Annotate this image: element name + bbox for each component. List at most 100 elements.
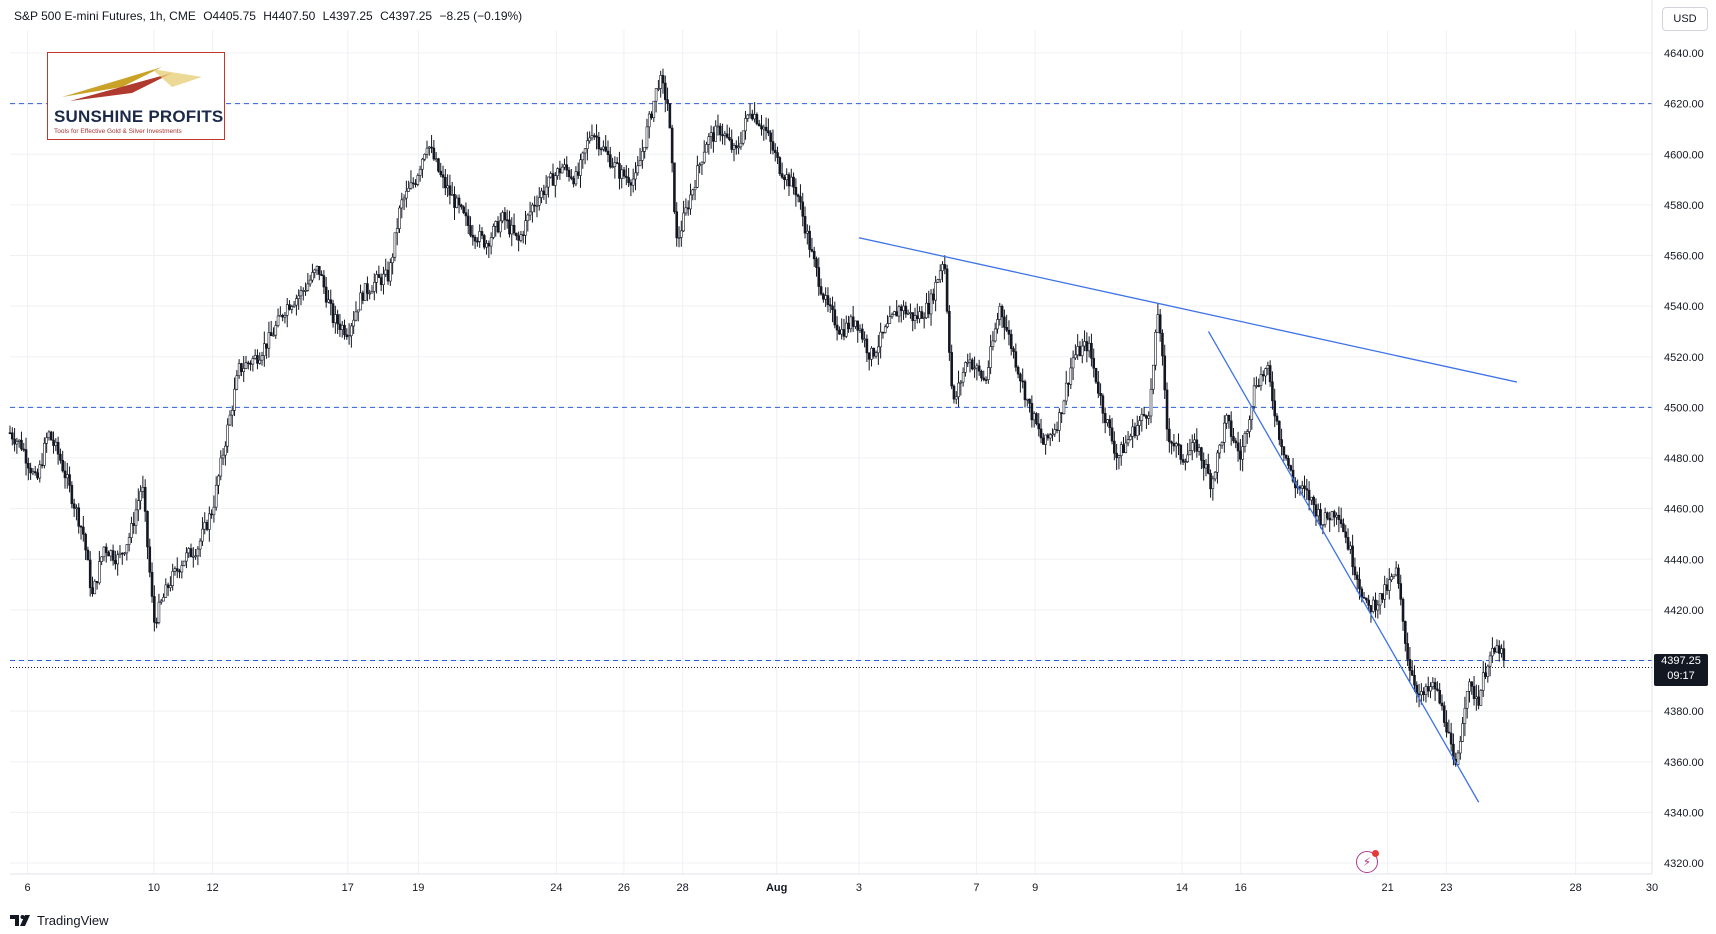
candle-body xyxy=(1060,412,1063,415)
candle-body xyxy=(40,464,44,467)
candle-body xyxy=(398,207,401,229)
tradingview-icon xyxy=(10,915,30,926)
candle-body xyxy=(909,312,912,314)
candle-body xyxy=(56,441,60,455)
candle-body xyxy=(329,299,333,304)
candle-body xyxy=(1035,413,1038,425)
candle-body xyxy=(1282,446,1286,456)
candle-body xyxy=(789,176,793,187)
candle-body xyxy=(583,148,587,154)
candle-body xyxy=(840,329,843,335)
candle-body xyxy=(767,130,770,134)
logo-emblem xyxy=(62,67,202,101)
candle-body xyxy=(1016,366,1020,375)
candle-body xyxy=(918,311,921,319)
logo-tagline: Tools for Effective Gold & Silver Invest… xyxy=(54,128,182,135)
candle-body xyxy=(1156,314,1160,333)
candle-body xyxy=(263,343,266,357)
candle-body xyxy=(1433,682,1437,690)
candle-body xyxy=(844,322,848,337)
candle-body xyxy=(785,174,789,181)
candle-body xyxy=(1399,583,1403,600)
candle-body xyxy=(558,168,562,174)
candle-body xyxy=(861,328,864,340)
candle-body xyxy=(24,449,28,464)
symbol-title[interactable]: S&P 500 E-mini Futures, 1h, CME xyxy=(14,9,196,23)
candle-body xyxy=(242,368,245,372)
candle-body xyxy=(698,164,701,167)
candle-body xyxy=(570,176,573,179)
candle-body xyxy=(675,211,679,239)
candle-body xyxy=(817,267,821,287)
candle-body xyxy=(1376,604,1380,611)
x-tick-label: 6 xyxy=(25,882,31,894)
candle-body xyxy=(1305,488,1309,491)
candle-body xyxy=(938,270,942,280)
candle-body xyxy=(1055,429,1059,431)
candle-body xyxy=(849,316,853,330)
candle-body xyxy=(1484,672,1487,677)
currency-selector[interactable]: USD xyxy=(1662,7,1708,31)
candle-body xyxy=(771,141,775,151)
candle-body xyxy=(372,282,376,292)
candle-body xyxy=(528,211,532,216)
candle-body xyxy=(1174,443,1178,447)
candle-body xyxy=(425,147,429,155)
x-tick-label: 14 xyxy=(1176,882,1188,894)
candle-body xyxy=(666,99,669,104)
candle-body xyxy=(1021,380,1024,383)
x-tick-label: 10 xyxy=(148,882,160,894)
y-tick-label: 4640.00 xyxy=(1664,48,1704,60)
candle-body xyxy=(485,243,488,248)
candle-body xyxy=(968,359,972,363)
candle-body xyxy=(794,186,798,196)
candle-body xyxy=(1339,519,1343,525)
candle-body xyxy=(86,549,90,561)
candle-body xyxy=(1151,364,1155,390)
candle-body xyxy=(863,338,866,341)
candle-body xyxy=(874,352,878,357)
candle-body xyxy=(803,216,807,234)
trendlines xyxy=(858,237,1518,803)
candle-body xyxy=(98,561,101,584)
candle-body xyxy=(36,472,39,479)
candle-body xyxy=(75,507,78,510)
candle-body xyxy=(652,100,656,119)
candle-body xyxy=(246,362,250,365)
candle-body xyxy=(260,355,264,361)
candle-body xyxy=(627,177,630,183)
candle-body xyxy=(1145,415,1148,419)
candle-body xyxy=(68,474,71,486)
candle-body xyxy=(59,453,62,461)
candle-body xyxy=(304,290,307,292)
candle-body xyxy=(1225,414,1228,424)
candle-body xyxy=(714,125,717,142)
candle-body xyxy=(760,125,763,130)
candle-body xyxy=(661,75,665,84)
candle-body xyxy=(707,136,711,145)
candle-body xyxy=(482,235,486,248)
candle-body xyxy=(356,309,360,313)
candle-body xyxy=(237,363,241,377)
candle-body xyxy=(1080,345,1084,356)
candle-body xyxy=(1129,436,1132,440)
candle-body xyxy=(169,585,172,588)
lightning-icon[interactable]: ⚡ xyxy=(1356,850,1379,873)
candle-body xyxy=(432,147,436,160)
candle-body xyxy=(620,169,624,179)
candle-body xyxy=(586,140,589,150)
candle-body xyxy=(865,338,869,354)
candle-body xyxy=(343,324,346,336)
candle-body xyxy=(1456,752,1460,765)
candle-body xyxy=(279,314,282,317)
candle-body xyxy=(1211,478,1215,490)
candle-body xyxy=(453,194,456,208)
candle-body xyxy=(1243,433,1247,447)
candle-body xyxy=(922,317,926,320)
tradingview-footer[interactable]: TradingView xyxy=(10,913,109,928)
candle-body xyxy=(533,204,536,207)
candle-body xyxy=(1170,441,1173,444)
candle-body xyxy=(146,511,149,548)
candle-body xyxy=(1216,452,1219,473)
